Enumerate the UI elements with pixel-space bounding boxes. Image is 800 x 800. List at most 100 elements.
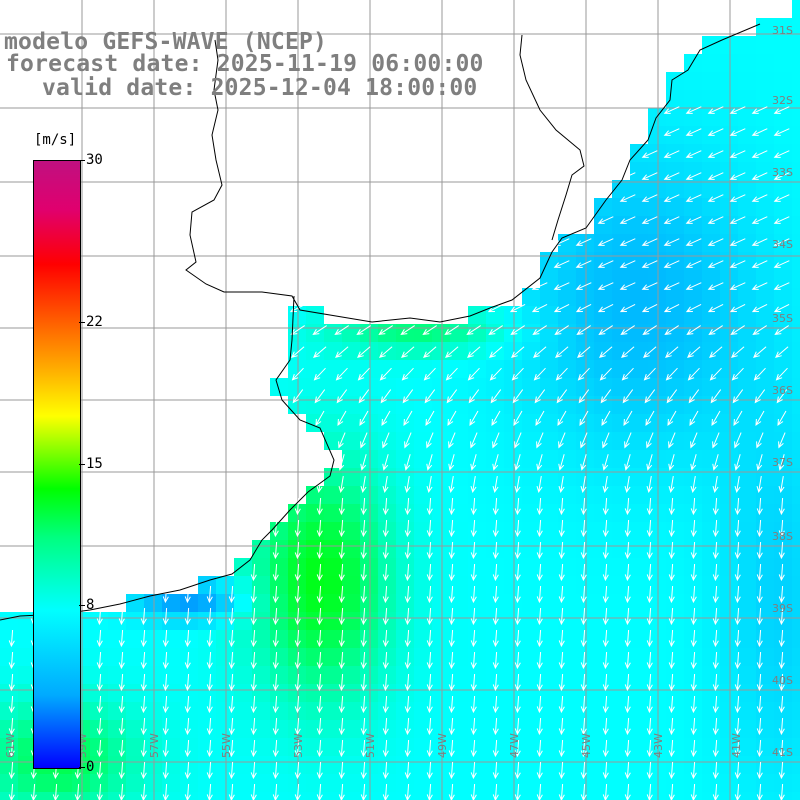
wind-speed-cell [648,288,666,306]
wind-arrow [426,629,433,648]
colorbar-tick-mark [79,605,85,607]
wind-speed-cell [306,522,324,540]
wind-arrow [382,761,389,780]
wind-speed-cell [594,648,612,666]
wind-speed-cell [450,612,468,630]
wind-speed-cell [648,378,666,396]
wind-speed-cell [198,630,216,648]
wind-arrow [358,389,370,404]
wind-speed-cell [18,756,36,774]
wind-speed-cell [414,684,432,702]
wind-speed-cell [522,558,540,576]
wind-arrow [8,695,15,714]
wind-arrow [580,476,587,494]
wind-arrow [624,585,631,604]
wind-speed-cell [594,792,612,800]
wind-arrow [663,216,680,224]
wind-arrow [668,629,675,648]
wind-arrow [489,346,503,358]
wind-speed-cell [684,450,702,468]
wind-speed-cell [720,396,738,414]
wind-arrow [250,761,257,780]
wind-arrow [426,541,433,560]
wind-speed-cell [468,450,486,468]
wind-speed-cell [666,774,684,792]
wind-speed-cell [378,396,396,414]
wind-speed-cell [468,558,486,576]
wind-speed-cell [450,684,468,702]
wind-arrow [623,410,633,427]
wind-speed-cell [576,288,594,306]
wind-speed-cell [288,792,306,800]
wind-speed-cell [702,504,720,522]
wind-arrow [8,673,15,692]
wind-speed-cell [306,576,324,594]
wind-arrow [602,454,609,471]
wind-speed-cell [558,288,576,306]
wind-speed-cell [648,414,666,432]
wind-speed-cell [630,288,648,306]
wind-arrow [470,563,477,582]
wind-arrow [690,519,697,538]
wind-speed-cell [306,378,324,396]
latitude-label: 32S [772,94,793,107]
wind-arrow [690,585,697,604]
wind-arrow [338,651,345,670]
wind-speed-cell [234,576,252,594]
wind-arrow [602,541,609,560]
wind-arrow [690,783,697,800]
wind-speed-cell [342,540,360,558]
wind-arrow [8,651,15,670]
wind-speed-cell [792,684,800,702]
wind-speed-cell [774,198,792,216]
wind-arrow [382,454,389,471]
wind-speed-cell [594,378,612,396]
wind-speed-cell [378,792,396,800]
wind-speed-cell [648,270,666,288]
wind-speed-cell [360,666,378,684]
wind-speed-cell [720,522,738,540]
wind-arrow [206,717,213,736]
wind-arrow [558,585,565,604]
wind-speed-cell [702,630,720,648]
wind-speed-cell [252,558,270,576]
wind-speed-cell [486,558,504,576]
wind-speed-cell [540,576,558,594]
wind-arrow [206,695,213,714]
wind-arrow [316,585,323,604]
wind-speed-cell [558,648,576,666]
wind-speed-cell [234,594,252,612]
wind-arrow [250,563,257,582]
wind-speed-cell [594,216,612,234]
wind-speed-cell [450,774,468,792]
wind-speed-cell [738,612,756,630]
wind-arrow [470,541,477,560]
longitude-label: 49W [436,733,449,758]
wind-arrow [162,607,169,626]
wind-speed-cell [792,486,800,504]
wind-arrow [536,629,543,648]
wind-arrow [756,454,763,471]
wind-speed-cell [486,342,504,360]
wind-speed-cell [684,666,702,684]
wind-arrow [294,519,301,538]
wind-speed-cell [558,612,576,630]
wind-arrow [492,454,499,471]
wind-arrow [492,607,499,626]
wind-speed-cell [288,378,306,396]
wind-speed-cell [486,612,504,630]
wind-speed-cell [90,684,108,702]
wind-arrow [382,651,389,670]
wind-speed-cell [432,666,450,684]
wind-arrow [553,303,570,313]
wind-speed-cell [540,738,558,756]
wind-speed-cell [720,54,738,72]
wind-speed-cell [324,756,342,774]
wind-arrow [96,695,103,714]
wind-speed-cell [378,576,396,594]
wind-speed-cell [504,774,522,792]
wind-arrow [228,783,235,800]
wind-speed-cell [360,486,378,504]
wind-speed-cell [684,792,702,800]
